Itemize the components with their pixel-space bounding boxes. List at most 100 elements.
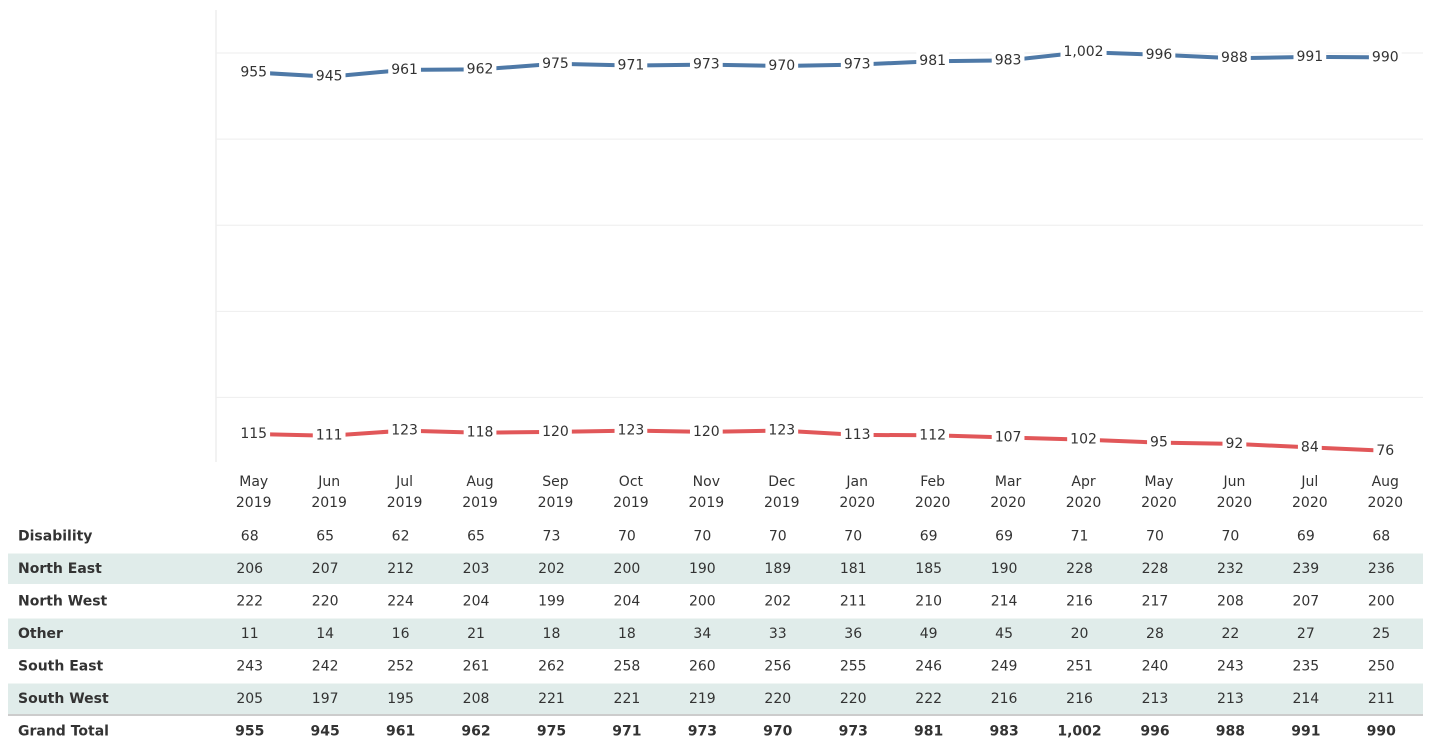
x-tick-label: Mar 2020 xyxy=(990,474,1026,511)
table-cell: 221 xyxy=(538,691,565,707)
table-cell: 202 xyxy=(764,593,791,609)
row-label: South West xyxy=(18,691,109,707)
label-bg xyxy=(916,426,950,445)
table-cell: 22 xyxy=(1221,626,1239,642)
row-band xyxy=(8,618,1423,649)
data-label-text: 975 xyxy=(542,56,569,72)
data-label-text: 102 xyxy=(1070,432,1097,448)
table-cell: 216 xyxy=(1066,593,1093,609)
data-label: 970 xyxy=(765,56,799,75)
table-cell: 27 xyxy=(1297,626,1315,642)
table-cell: 70 xyxy=(769,528,787,544)
table-cell: 243 xyxy=(236,658,263,674)
data-label: 123 xyxy=(614,421,648,440)
table-cell: 243 xyxy=(1217,658,1244,674)
label-bg xyxy=(1373,441,1398,460)
table-cell: 21 xyxy=(467,626,485,642)
data-label-text: 996 xyxy=(1146,47,1173,63)
table-cell: 207 xyxy=(1292,593,1319,609)
data-label: 115 xyxy=(237,425,271,444)
table-cell: 996 xyxy=(1140,723,1169,739)
table-cell: 34 xyxy=(693,626,711,642)
label-bg xyxy=(539,422,572,441)
data-label-text: 990 xyxy=(1372,49,1399,65)
data-label-text: 113 xyxy=(844,427,871,443)
data-label: 123 xyxy=(388,421,421,440)
table-cell: 49 xyxy=(920,626,938,642)
table-cell: 189 xyxy=(764,561,791,577)
row-label: North West xyxy=(18,593,108,609)
table-cell: 70 xyxy=(844,528,862,544)
row-band xyxy=(8,683,1423,714)
data-label-text: 981 xyxy=(919,53,946,69)
data-label: 102 xyxy=(1067,430,1100,449)
data-label-text: 123 xyxy=(768,423,795,439)
x-tick-label: Jun 2019 xyxy=(311,474,347,511)
label-bg xyxy=(1297,438,1322,457)
table-cell: 251 xyxy=(1066,658,1093,674)
x-tick-label: Oct 2019 xyxy=(613,474,649,511)
data-label-text: 970 xyxy=(768,58,795,74)
table-cell: 181 xyxy=(840,561,867,577)
table-cell: 200 xyxy=(689,593,716,609)
label-bg xyxy=(840,55,874,74)
label-bg xyxy=(765,421,799,440)
table-cell: 197 xyxy=(312,691,339,707)
label-bg xyxy=(388,421,421,440)
data-label: 76 xyxy=(1373,441,1398,460)
table-cell: 222 xyxy=(915,691,942,707)
data-label-text: 945 xyxy=(316,69,343,85)
table-cell: 200 xyxy=(1368,593,1395,609)
data-label: 120 xyxy=(539,422,572,441)
data-label-text: 973 xyxy=(844,57,871,73)
table-cell: 990 xyxy=(1367,723,1396,739)
label-bg xyxy=(237,425,271,444)
data-label: 961 xyxy=(388,60,421,79)
table-cell: 62 xyxy=(392,528,410,544)
label-bg xyxy=(1222,434,1247,453)
table-cell: 973 xyxy=(688,723,717,739)
table-cell: 33 xyxy=(769,626,787,642)
row-label: Grand Total xyxy=(18,723,109,739)
table-cell: 258 xyxy=(614,658,641,674)
table-cell: 991 xyxy=(1291,723,1320,739)
table-cell: 205 xyxy=(236,691,263,707)
label-bg xyxy=(312,426,346,445)
label-bg xyxy=(765,56,799,75)
table-cell: 207 xyxy=(312,561,339,577)
table-cell: 45 xyxy=(995,626,1013,642)
label-bg xyxy=(539,54,572,73)
table-cell: 16 xyxy=(392,626,410,642)
table-cell: 228 xyxy=(1066,561,1093,577)
table-cell: 69 xyxy=(1297,528,1315,544)
label-bg xyxy=(689,422,723,441)
data-label: 112 xyxy=(916,426,950,445)
data-label-text: 123 xyxy=(618,423,645,439)
table-cell: 68 xyxy=(241,528,259,544)
label-bg xyxy=(1293,47,1327,66)
data-label: 1,002 xyxy=(1060,43,1107,62)
label-bg xyxy=(312,67,346,86)
data-label: 973 xyxy=(840,55,874,74)
table-cell: 214 xyxy=(991,593,1018,609)
label-bg xyxy=(237,63,271,82)
data-label: 971 xyxy=(614,56,648,75)
label-bg xyxy=(1060,43,1107,62)
table-cell: 70 xyxy=(618,528,636,544)
data-label-text: 991 xyxy=(1296,49,1323,65)
data-label: 84 xyxy=(1297,438,1322,457)
table-cell: 65 xyxy=(467,528,485,544)
x-tick-label: Jul 2019 xyxy=(386,474,423,511)
table-cell: 962 xyxy=(461,723,490,739)
table-cell: 262 xyxy=(538,658,565,674)
table-cell: 235 xyxy=(1292,658,1319,674)
table-cell: 216 xyxy=(991,691,1018,707)
table-cell: 18 xyxy=(543,626,561,642)
data-label: 962 xyxy=(463,60,497,79)
label-bg xyxy=(1218,49,1251,68)
data-label: 92 xyxy=(1222,434,1247,453)
table-cell: 190 xyxy=(689,561,716,577)
label-bg xyxy=(916,52,950,71)
